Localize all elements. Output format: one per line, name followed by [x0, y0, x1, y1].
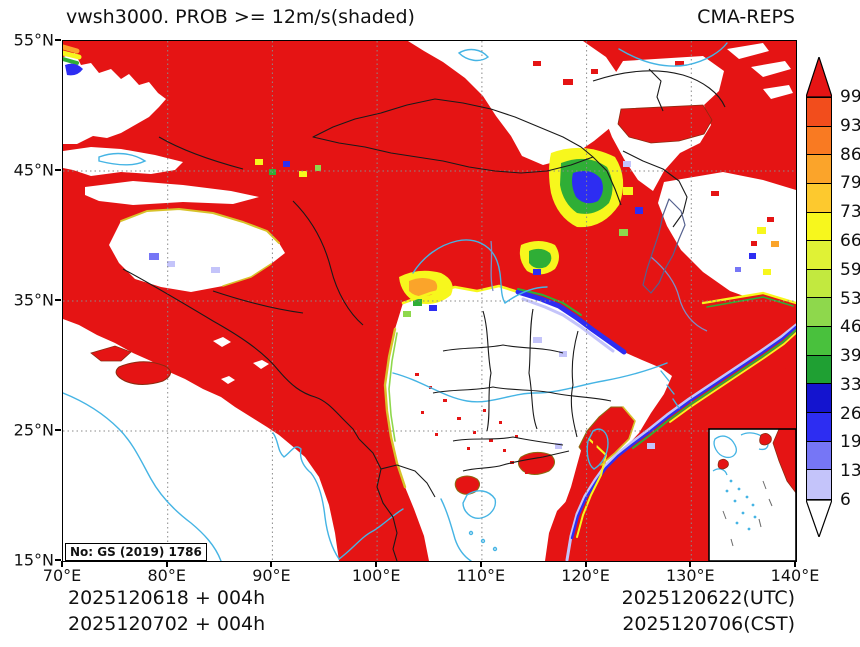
colorbar-value: 33: [840, 374, 860, 395]
colorbar-value: 59: [840, 259, 860, 280]
colorbar-segment: [807, 155, 831, 184]
colorbar-value: 6: [840, 490, 851, 510]
y-tick-label: 15°N: [13, 550, 54, 570]
y-tick-label: 45°N: [13, 160, 54, 180]
colorbar-segment: [807, 212, 831, 242]
y-tick-label: 35°N: [13, 290, 54, 310]
y-tick-mark: [55, 299, 61, 301]
colorbar-segment: [807, 470, 831, 499]
y-tick-mark: [55, 559, 61, 561]
colorbar-value: 13: [840, 461, 860, 482]
south-china-sea-inset: [708, 428, 796, 561]
colorbar-segment: [807, 98, 831, 127]
map-canvas: [63, 41, 796, 561]
colorbar-over-arrow: [806, 57, 832, 97]
colorbar-value: 19: [840, 432, 860, 453]
init-utc-line: 2025120618 + 004h: [68, 587, 266, 609]
x-tick-label: 130°E: [665, 566, 715, 585]
x-tick-label: 70°E: [42, 566, 82, 585]
inset-island-dashes: [725, 479, 757, 531]
borders: [122, 68, 726, 561]
colorbar-value: 46: [840, 317, 860, 338]
valid-utc-line: 2025120622(UTC): [621, 587, 795, 609]
colorbar-value: 79: [840, 173, 860, 194]
colorbar-segment: [807, 298, 831, 328]
init-cst-line: 2025120702 + 004h: [68, 613, 266, 635]
colorbar: [806, 97, 832, 500]
colorbar-value: 26: [840, 403, 860, 424]
x-tick-mark: [375, 561, 378, 567]
rivers-coastlines: [63, 42, 728, 561]
colorbar-segment: [807, 413, 831, 442]
y-tick-mark: [55, 429, 61, 431]
colorbar-segment: [807, 183, 831, 213]
colorbar-segment: [807, 126, 831, 156]
x-tick-label: 100°E: [351, 566, 401, 585]
colorbar-segment: [807, 441, 831, 471]
x-tick-label: 80°E: [147, 566, 186, 585]
taiwan-shading: [591, 434, 598, 460]
transition-fringes: [63, 44, 796, 561]
graticule: [63, 41, 796, 561]
x-tick-mark: [165, 561, 168, 567]
colorbar-value: 73: [840, 202, 860, 223]
valid-time-block: 2025120622(UTC) 2025120706(CST): [622, 585, 795, 637]
colorbar-segment: [807, 384, 831, 414]
license-label: No: GS (2019) 1786: [65, 543, 207, 561]
x-tick-mark: [270, 561, 273, 567]
y-tick-label: 25°N: [13, 420, 54, 440]
colorbar-under-arrow: [806, 500, 832, 537]
colorbar-value: 93: [840, 115, 860, 136]
colorbar-value: 39: [840, 346, 860, 367]
x-tick-mark: [61, 561, 63, 567]
colorbar-value: 53: [840, 288, 860, 309]
x-tick-label: 140°E: [770, 566, 820, 585]
valid-cst-line: 2025120706(CST): [622, 613, 795, 635]
colorbar-segment: [807, 241, 831, 270]
colorbar-value: 66: [840, 230, 860, 251]
plot-title: vwsh3000. PROB >= 12m/s(shaded): [66, 6, 415, 28]
x-tick-label: 120°E: [561, 566, 610, 585]
y-tick-mark: [55, 39, 61, 41]
init-time-block: 2025120618 + 004h 2025120702 + 004h: [68, 585, 265, 637]
x-tick-mark: [479, 561, 482, 567]
x-tick-mark: [584, 561, 587, 567]
x-tick-label: 90°E: [252, 566, 291, 585]
model-name: CMA-REPS: [697, 6, 795, 28]
colorbar-segment: [807, 327, 831, 356]
colorbar-segment: [807, 269, 831, 299]
y-tick-label: 55°N: [13, 30, 54, 50]
x-tick-label: 110°E: [456, 566, 506, 585]
colorbar-segment: [807, 355, 831, 385]
map-frame: [62, 40, 797, 562]
colorbar-value: 99: [840, 87, 860, 107]
x-tick-mark: [689, 561, 692, 567]
y-tick-mark: [55, 169, 61, 171]
slate-rivers: [490, 240, 708, 332]
x-tick-mark: [794, 561, 796, 567]
colorbar-value: 86: [840, 144, 860, 165]
